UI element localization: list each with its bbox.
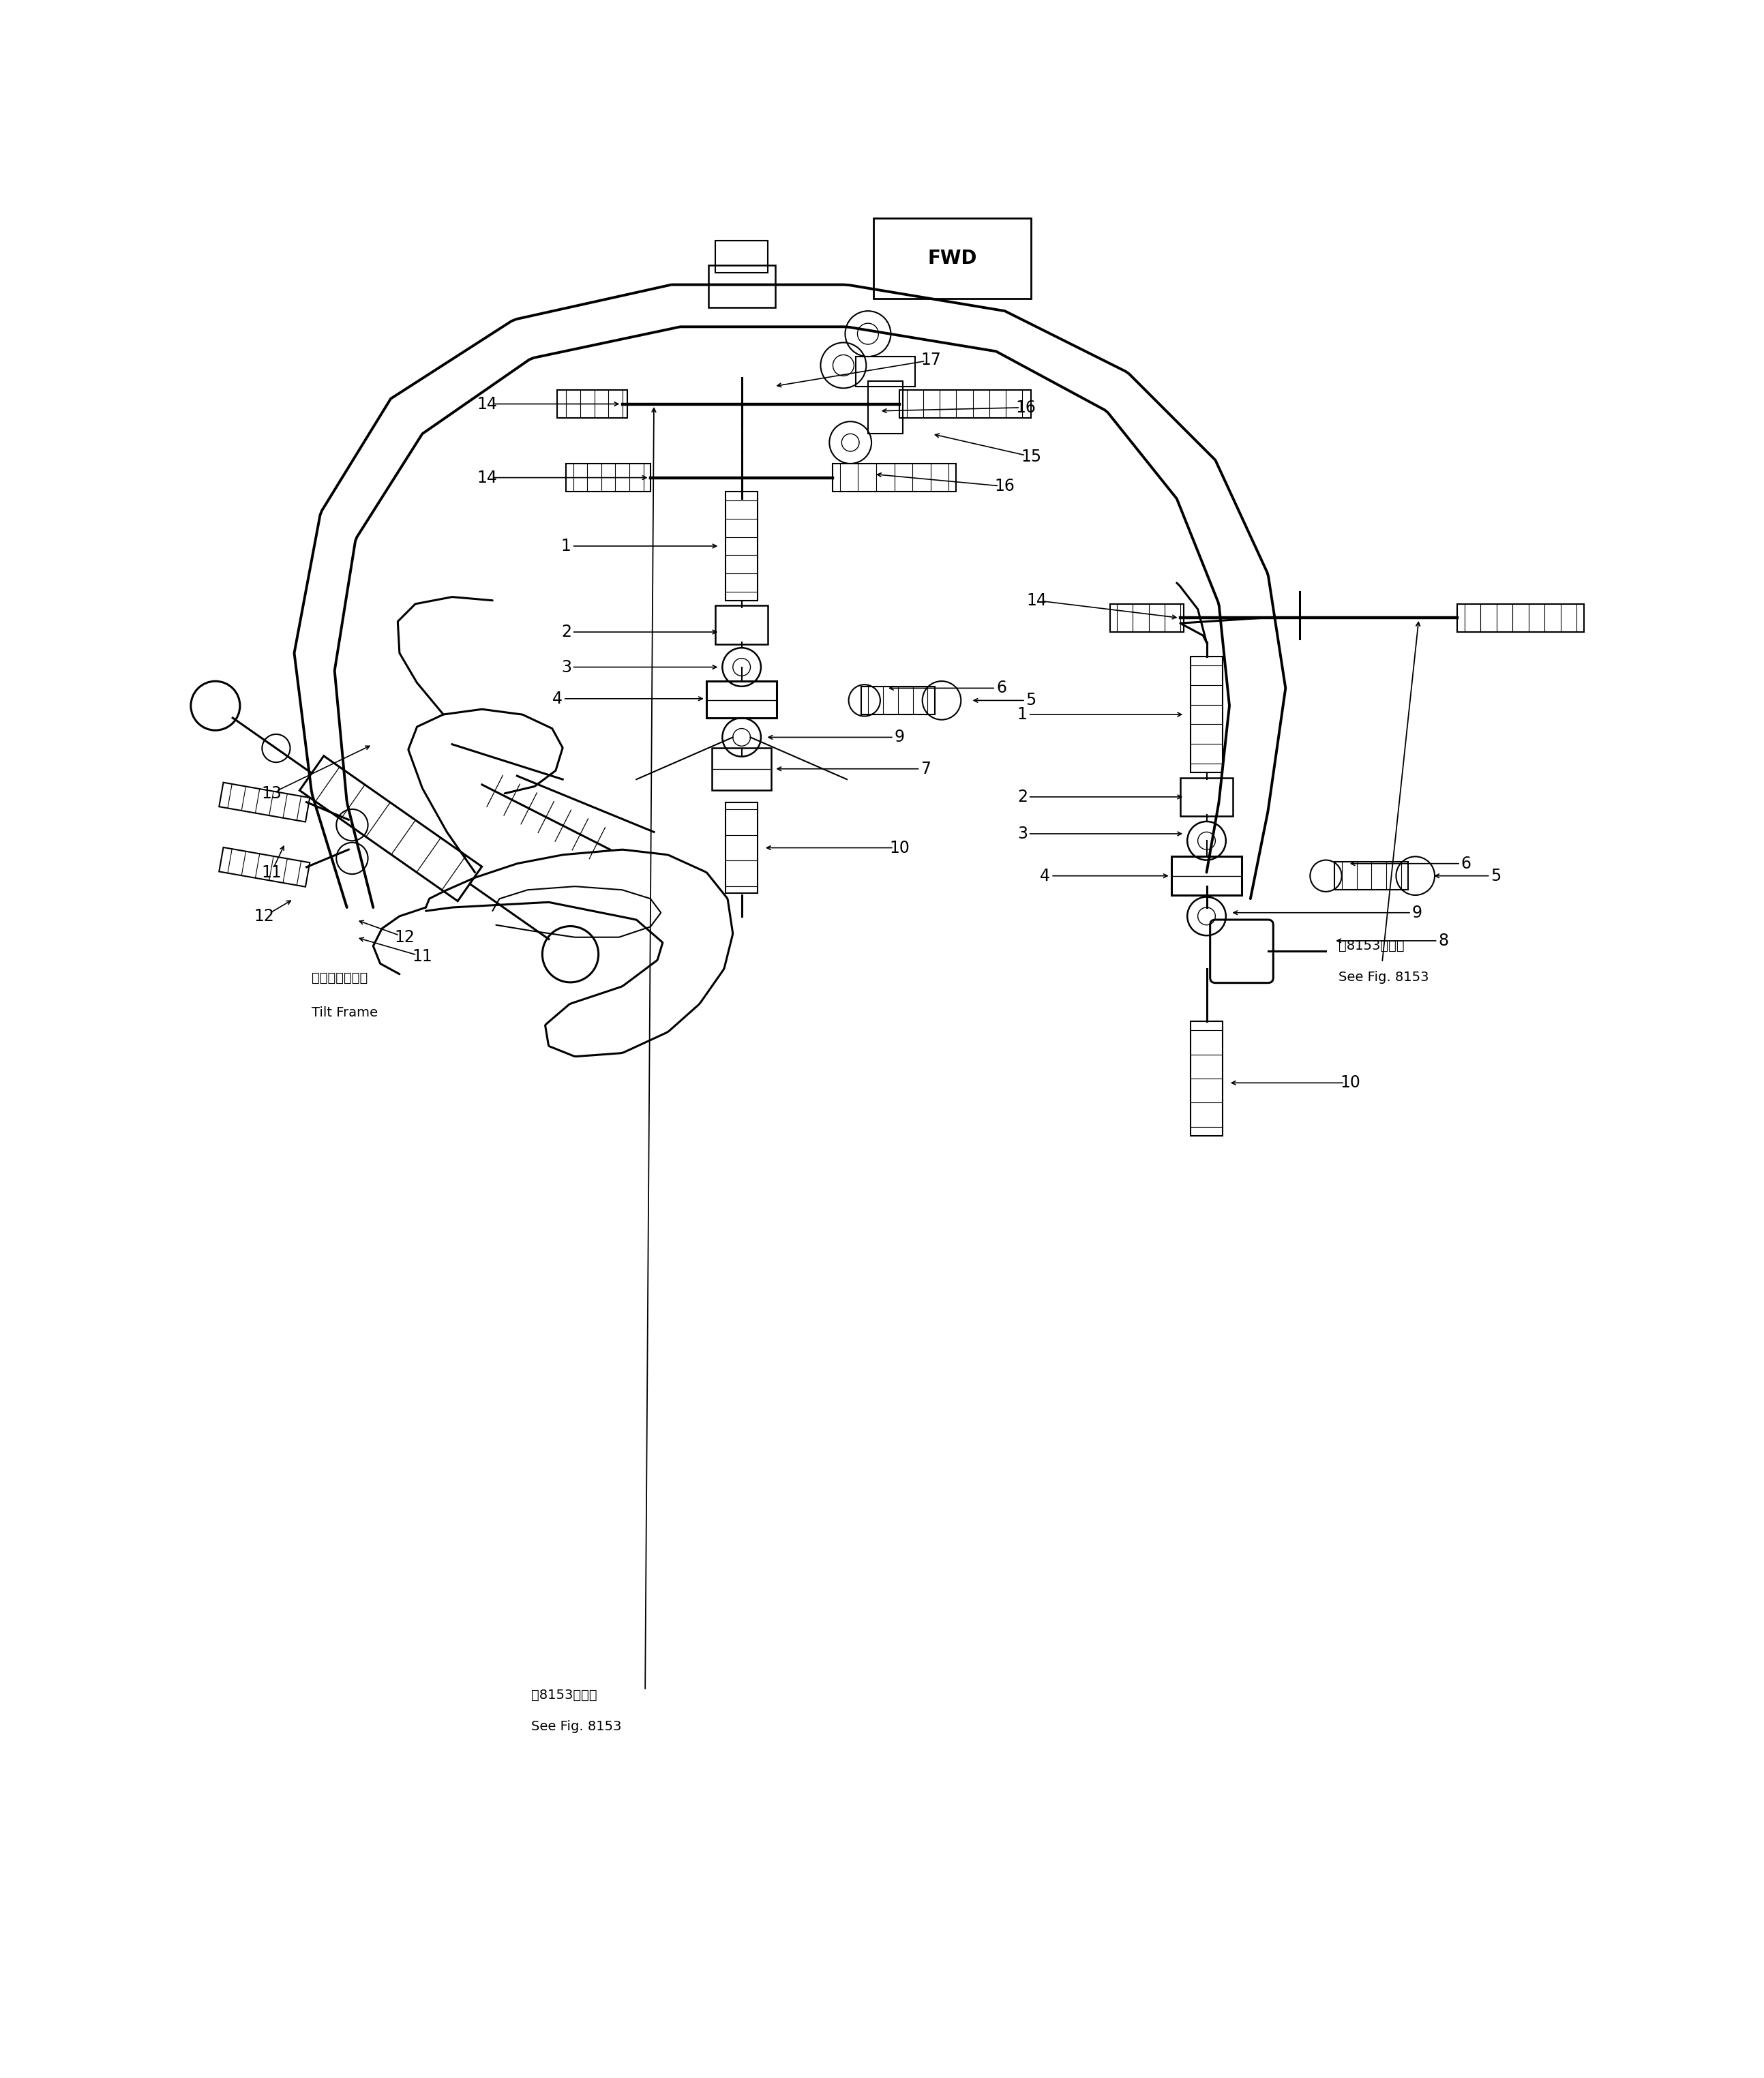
Text: 3: 3 bbox=[561, 659, 572, 675]
Text: 16: 16 bbox=[1016, 399, 1035, 416]
Text: 16: 16 bbox=[995, 478, 1014, 495]
Text: テルトフレーム: テルトフレーム bbox=[312, 970, 369, 985]
Text: Tilt Frame: Tilt Frame bbox=[312, 1006, 377, 1018]
Text: 1: 1 bbox=[1018, 707, 1027, 723]
Text: 5: 5 bbox=[1491, 869, 1501, 883]
Bar bbox=[900, 391, 1032, 418]
FancyBboxPatch shape bbox=[873, 218, 1032, 299]
Text: 第8153図参照: 第8153図参照 bbox=[531, 1689, 596, 1702]
Text: 6: 6 bbox=[997, 680, 1007, 696]
Text: See Fig. 8153: See Fig. 8153 bbox=[1339, 970, 1429, 985]
Text: 9: 9 bbox=[894, 729, 905, 746]
Text: FWD: FWD bbox=[928, 249, 977, 268]
Bar bbox=[1191, 1022, 1222, 1135]
Bar bbox=[1171, 856, 1242, 896]
Text: See Fig. 8153: See Fig. 8153 bbox=[531, 1721, 621, 1733]
Bar bbox=[566, 463, 651, 492]
Bar bbox=[725, 802, 757, 894]
Text: 8: 8 bbox=[1438, 933, 1448, 950]
Text: 3: 3 bbox=[1018, 825, 1027, 842]
Text: 4: 4 bbox=[1041, 869, 1050, 883]
Text: 14: 14 bbox=[476, 395, 497, 411]
Text: 4: 4 bbox=[552, 690, 563, 707]
Text: 13: 13 bbox=[261, 785, 282, 802]
Text: 10: 10 bbox=[889, 840, 910, 856]
Text: 17: 17 bbox=[921, 351, 942, 368]
Text: 1: 1 bbox=[561, 538, 572, 555]
Text: 12: 12 bbox=[395, 929, 415, 945]
Text: 11: 11 bbox=[413, 948, 432, 964]
Text: 14: 14 bbox=[1027, 592, 1046, 609]
Bar bbox=[1110, 605, 1184, 632]
Bar bbox=[725, 492, 757, 601]
Text: 12: 12 bbox=[254, 908, 275, 925]
Text: 15: 15 bbox=[1021, 449, 1041, 465]
Bar bbox=[833, 463, 956, 492]
Bar bbox=[868, 380, 903, 434]
Text: 6: 6 bbox=[1461, 856, 1471, 873]
Text: 第8153図参照: 第8153図参照 bbox=[1339, 939, 1404, 952]
Text: 10: 10 bbox=[1341, 1074, 1360, 1091]
Text: 7: 7 bbox=[921, 761, 931, 777]
Text: 2: 2 bbox=[561, 623, 572, 640]
Text: 5: 5 bbox=[1027, 692, 1035, 709]
Text: 2: 2 bbox=[1018, 790, 1027, 804]
Bar bbox=[707, 682, 776, 719]
Bar bbox=[1335, 862, 1408, 889]
Text: 9: 9 bbox=[1411, 904, 1422, 921]
Text: 14: 14 bbox=[476, 470, 497, 486]
Bar bbox=[557, 391, 628, 418]
Bar bbox=[1457, 605, 1584, 632]
Text: 11: 11 bbox=[261, 864, 282, 881]
Bar bbox=[861, 686, 935, 715]
Bar bbox=[1191, 657, 1222, 773]
